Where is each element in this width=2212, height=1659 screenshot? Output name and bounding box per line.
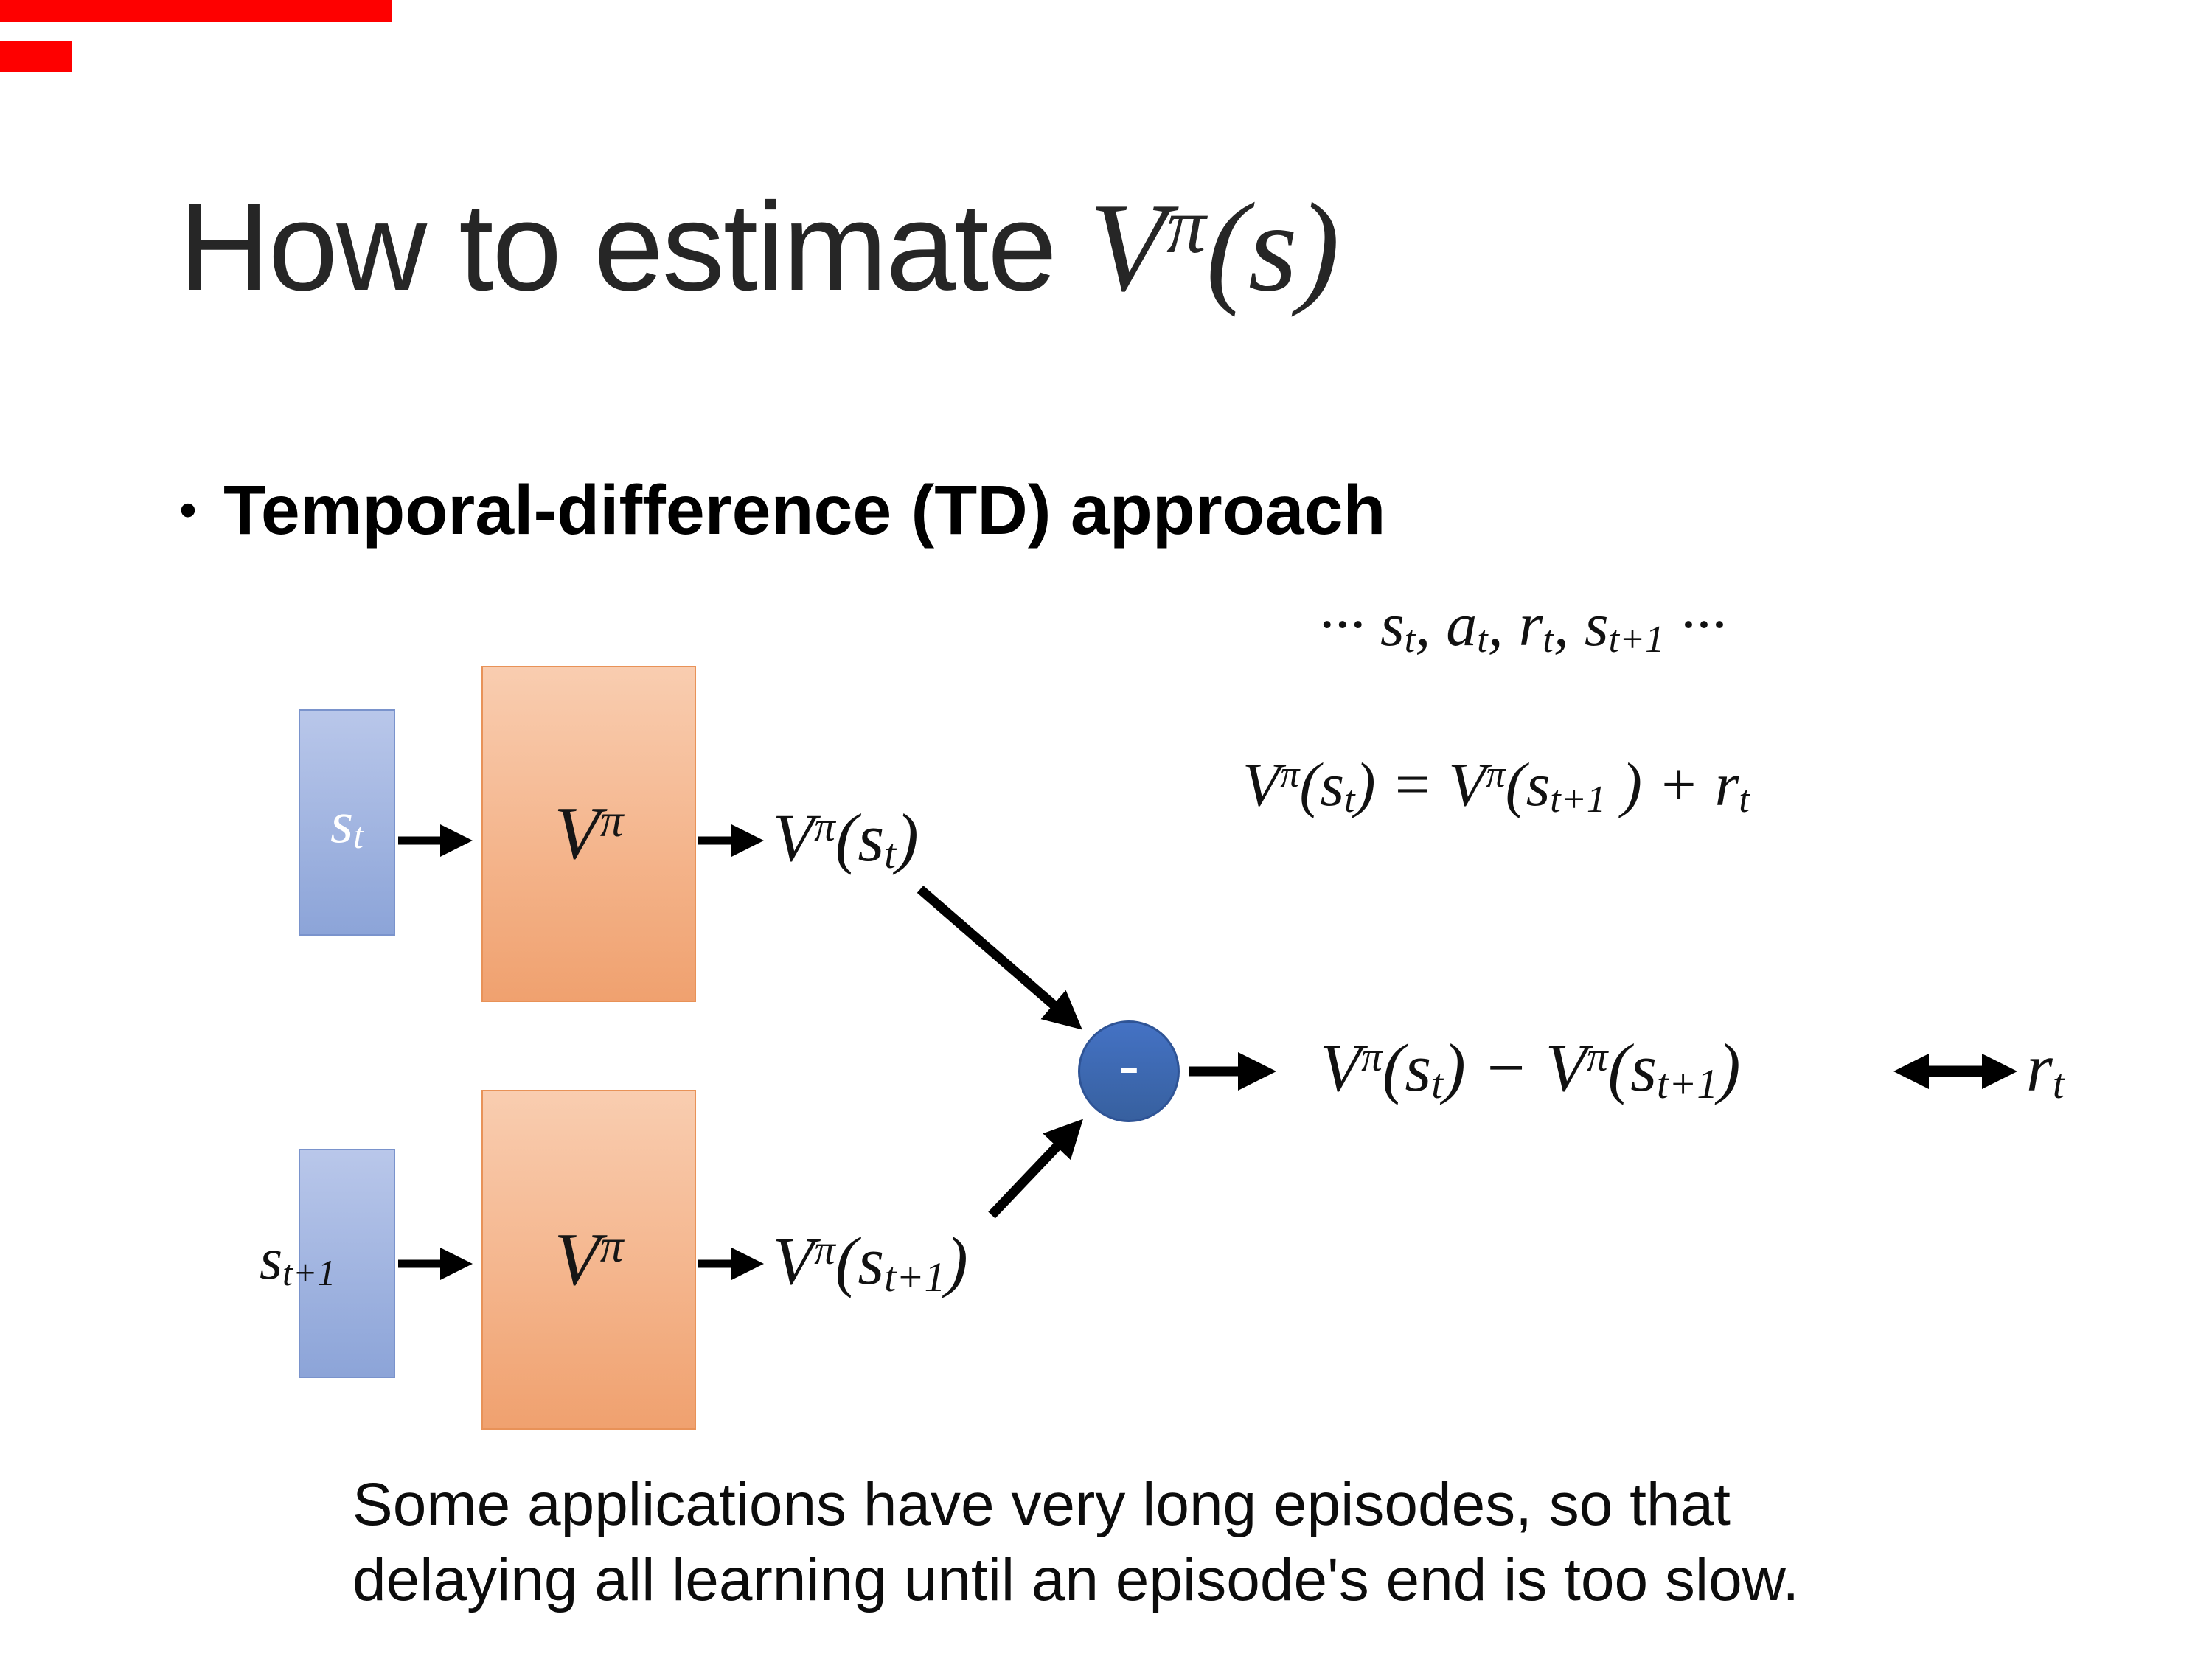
formula-td-update: Vπ(st) = Vπ(st+1 ) + rt — [1242, 751, 1750, 821]
value-label-vpi-bottom: Vπ — [554, 1217, 624, 1301]
footer-line-1: Some applications have very long episode… — [352, 1471, 1731, 1538]
formula-trajectory: ··· st, at, rt, st+1 ··· — [1318, 591, 1727, 661]
formula-rt: rt — [2026, 1030, 2065, 1108]
formula-difference: Vπ(st) − Vπ(st+1) — [1320, 1030, 1741, 1108]
minus-node: - — [1078, 1020, 1180, 1122]
state-box-st: st — [299, 709, 395, 936]
red-progress-bar — [0, 0, 392, 22]
bullet-item: • Temporal-difference (TD) approach — [179, 472, 1385, 549]
double-arrow-diff-rt — [1893, 1054, 2017, 1089]
output-vpi-st1: Vπ(st+1) — [773, 1223, 968, 1301]
bullet-marker-icon: • — [179, 481, 197, 538]
bullet-text: Temporal-difference (TD) approach — [223, 471, 1386, 549]
title-text: How to estimate — [179, 177, 1090, 317]
value-function-box-top: Vπ — [481, 666, 696, 1002]
state-box-st1 — [299, 1149, 395, 1378]
page-title: How to estimate Vπ(s) — [179, 184, 1340, 311]
state-label-st: st — [330, 790, 364, 857]
footer-line-2: delaying all learning until an episode's… — [352, 1545, 1800, 1613]
value-function-box-bottom: Vπ — [481, 1090, 696, 1430]
footer-note: Some applications have very long episode… — [352, 1467, 1799, 1617]
value-label-vpi-top: Vπ — [554, 792, 624, 875]
state-label-st1: st+1 — [260, 1227, 336, 1293]
minus-sign: - — [1118, 1029, 1140, 1102]
output-vpi-st: Vπ(st) — [773, 800, 919, 878]
arrow-vpist1-to-minus — [988, 1119, 1083, 1219]
title-math-vpi-s: Vπ(s) — [1089, 178, 1340, 318]
red-marker — [0, 41, 72, 72]
arrow-vpist-to-minus — [917, 886, 1082, 1030]
